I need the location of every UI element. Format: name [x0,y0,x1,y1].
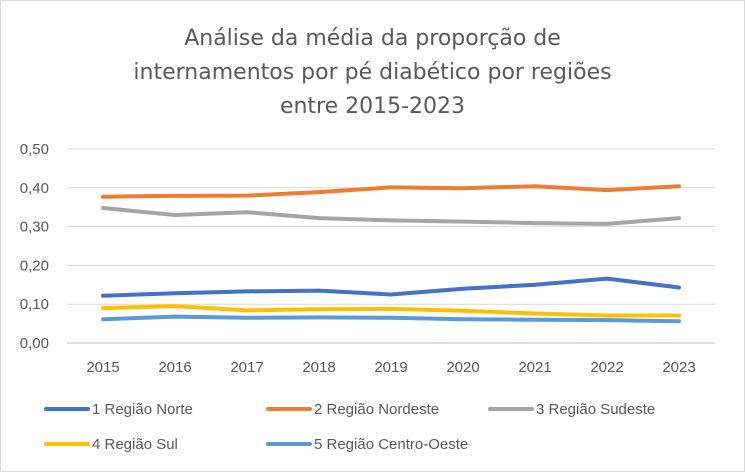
chart-title-line-1: Análise da média da proporção de [184,26,561,51]
legend-label: 1 Região Norte [92,401,193,418]
gridlines [67,148,715,344]
y-axis-ticks: 0,00 0,10 0,20 0,30 0,40 0,50 [20,141,49,352]
x-tick-label: 2017 [230,359,263,376]
x-tick-label: 2023 [662,359,695,376]
y-tick-label: 0,50 [20,141,49,158]
x-tick-label: 2016 [158,359,191,376]
chart-title-line-3: entre 2015-2023 [279,94,466,119]
legend-item-5: 5 Região Centro-Oeste [266,436,468,453]
x-tick-label: 2021 [518,359,551,376]
chart-title: Análise da média da proporção de interna… [0,22,745,124]
legend: 1 Região Norte 2 Região Nordeste 3 Região … [44,401,655,453]
y-tick-label: 0,40 [20,180,49,197]
chart-title-line-2: internamentos por pé diabético por regiõ… [133,60,612,85]
series-line-3 [101,206,681,226]
y-tick-label: 0,10 [20,296,49,313]
series-line-2 [101,184,681,199]
x-axis-ticks: 2015 2016 2017 2018 2019 2020 2021 2022 2023 [86,359,695,376]
legend-label: 3 Região Sudeste [536,401,655,418]
y-tick-label: 0,20 [20,257,49,274]
y-tick-label: 0,00 [20,335,49,352]
x-tick-label: 2022 [590,359,623,376]
x-tick-label: 2018 [302,359,335,376]
x-tick-label: 2019 [374,359,407,376]
y-tick-label: 0,30 [20,219,49,236]
legend-item-1: 1 Região Norte [44,401,193,418]
series-line-1 [101,276,681,298]
x-tick-label: 2015 [86,359,119,376]
legend-label: 5 Região Centro-Oeste [314,436,468,453]
legend-item-4: 4 Região Sul [44,436,178,453]
series-line-5 [101,314,681,324]
legend-label: 2 Região Nordeste [314,401,439,418]
series-lines [101,184,681,324]
legend-item-3: 3 Região Sudeste [488,401,655,418]
series-line-4 [101,304,681,318]
legend-item-2: 2 Região Nordeste [266,401,439,418]
x-tick-label: 2020 [446,359,479,376]
legend-label: 4 Região Sul [92,436,178,453]
